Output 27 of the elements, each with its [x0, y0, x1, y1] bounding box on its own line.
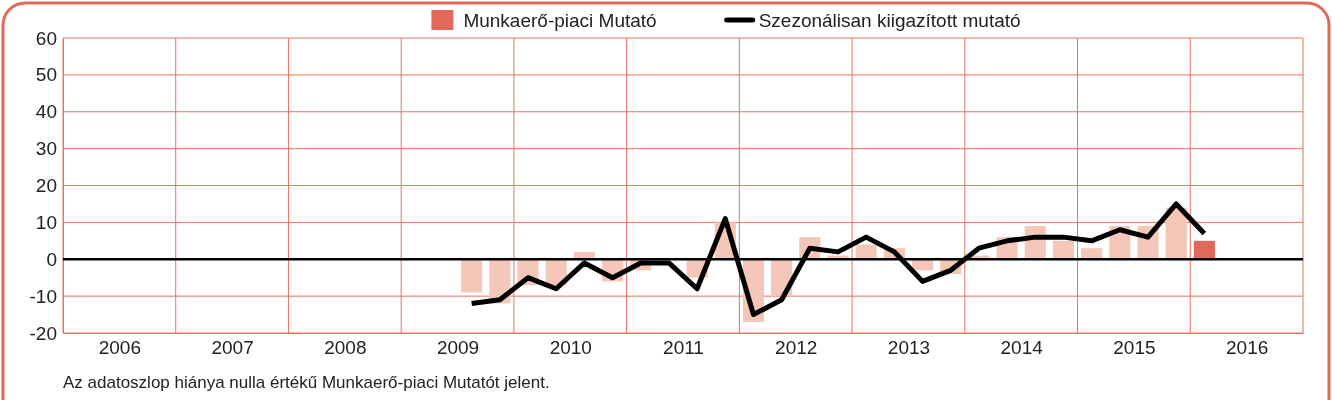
- bar: [1193, 240, 1215, 260]
- legend-label: Szezonálisan kiigazított mutató: [758, 10, 1021, 31]
- y-tick-label: 40: [35, 101, 57, 123]
- x-tick-label: 2015: [1113, 337, 1156, 359]
- y-tick-label: -20: [29, 322, 57, 344]
- bar: [461, 259, 483, 293]
- x-tick-label: 2014: [1000, 337, 1044, 359]
- y-tick-label: 50: [35, 64, 57, 86]
- y-tick-label: -10: [29, 285, 57, 307]
- x-tick-label: 2012: [775, 337, 818, 359]
- x-tick-label: 2016: [1226, 337, 1269, 359]
- x-tick-label: 2011: [663, 337, 704, 359]
- y-tick-label: 30: [35, 138, 57, 160]
- y-tick-label: 20: [35, 175, 57, 197]
- text: Az adatoszlop hiánya nulla értékű Munkaerő-piaci Mutatót jelent.: [63, 373, 550, 392]
- bar: [1052, 240, 1075, 260]
- x-tick-label: 2009: [436, 337, 480, 359]
- x-tick-label: 2008: [324, 337, 367, 359]
- bar: [1081, 248, 1103, 260]
- x-tick-label: 2006: [98, 337, 141, 359]
- y-tick-label: 10: [35, 211, 57, 233]
- legend-label: Munkaerő-piaci Mutató: [463, 10, 657, 31]
- y-tick-label: 0: [46, 248, 57, 270]
- x-tick-label: 2013: [887, 337, 931, 359]
- y-tick-label: 60: [35, 27, 57, 49]
- x-tick-label: 2010: [549, 337, 592, 359]
- x-tick-label: 2007: [211, 337, 254, 359]
